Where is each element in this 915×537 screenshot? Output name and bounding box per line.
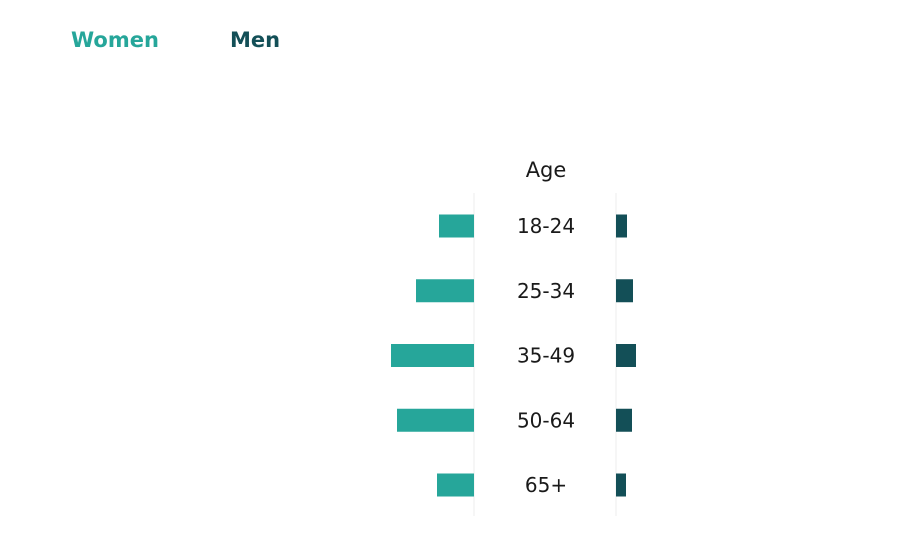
bar-men-18-24 [616, 214, 627, 238]
bar-men-35-49 [616, 344, 636, 367]
category-label-25-34: 25-34 [517, 279, 575, 303]
category-label-65+: 65+ [525, 473, 567, 497]
bar-men-65+ [616, 473, 626, 497]
legend: Women Men [71, 26, 310, 54]
category-label-50-64: 50-64 [517, 408, 575, 432]
bar-women-35-49 [391, 344, 474, 367]
bar-women-25-34 [416, 279, 474, 303]
legend-women[interactable]: Women [71, 28, 159, 52]
bar-women-18-24 [439, 214, 474, 238]
category-label-18-24: 18-24 [517, 214, 575, 238]
bar-women-65+ [437, 473, 474, 497]
bars-group: 18-24 25-34 35-49 50-64 65+ [391, 214, 636, 497]
bar-men-50-64 [616, 408, 632, 432]
bar-women-50-64 [397, 408, 474, 432]
category-header: Age [526, 158, 567, 182]
bar-men-25-34 [616, 279, 633, 303]
category-label-35-49: 35-49 [517, 344, 575, 368]
legend-men[interactable]: Men [230, 28, 281, 52]
